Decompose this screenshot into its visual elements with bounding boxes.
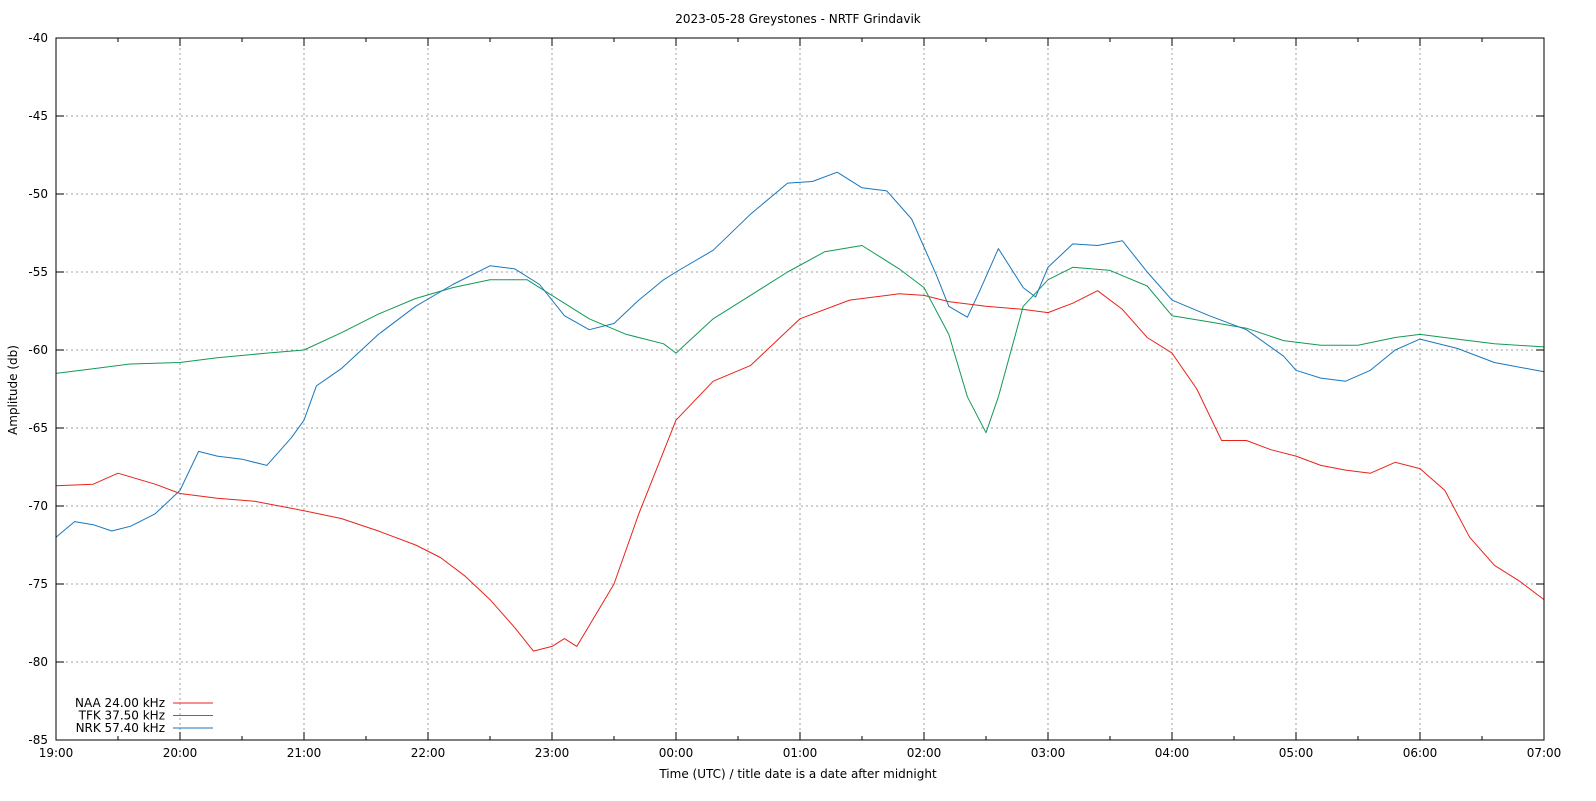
y-tick-label: -50 bbox=[28, 187, 48, 201]
legend-label: NAA 24.00 kHz bbox=[75, 696, 165, 710]
x-tick-label: 22:00 bbox=[411, 746, 446, 760]
x-tick-label: 02:00 bbox=[907, 746, 942, 760]
series-line-2 bbox=[55, 171, 1545, 538]
x-tick-label: 06:00 bbox=[1403, 746, 1438, 760]
series-line-0 bbox=[55, 290, 1545, 652]
legend-label: TFK 37.50 kHz bbox=[78, 709, 165, 723]
x-tick-label: 19:00 bbox=[39, 746, 74, 760]
x-tick-label: 05:00 bbox=[1279, 746, 1314, 760]
y-tick-label: -40 bbox=[28, 31, 48, 45]
x-tick-label: 04:00 bbox=[1155, 746, 1190, 760]
x-tick-label: 23:00 bbox=[535, 746, 570, 760]
series-line-1 bbox=[55, 245, 1545, 434]
y-tick-label: -85 bbox=[28, 733, 48, 747]
y-tick-label: -65 bbox=[28, 421, 48, 435]
y-tick-label: -55 bbox=[28, 265, 48, 279]
x-axis-label: Time (UTC) / title date is a date after … bbox=[658, 767, 937, 781]
y-tick-label: -60 bbox=[28, 343, 48, 357]
grid bbox=[56, 38, 1544, 740]
legend-label: NRK 57.40 kHz bbox=[76, 721, 165, 735]
x-tick-label: 00:00 bbox=[659, 746, 694, 760]
y-tick-label: -45 bbox=[28, 109, 48, 123]
x-tick-label: 01:00 bbox=[783, 746, 818, 760]
y-tick-label: -75 bbox=[28, 577, 48, 591]
y-axis-label: Amplitude (db) bbox=[6, 345, 20, 435]
chart-title: 2023-05-28 Greystones - NRTF Grindavik bbox=[675, 12, 921, 26]
series-lines bbox=[55, 171, 1545, 652]
y-tick-label: -80 bbox=[28, 655, 48, 669]
x-tick-label: 07:00 bbox=[1527, 746, 1562, 760]
x-tick-label: 03:00 bbox=[1031, 746, 1066, 760]
plot-frame bbox=[55, 37, 1545, 741]
x-tick-label: 21:00 bbox=[287, 746, 322, 760]
x-tick-label: 20:00 bbox=[163, 746, 198, 760]
y-tick-label: -70 bbox=[28, 499, 48, 513]
